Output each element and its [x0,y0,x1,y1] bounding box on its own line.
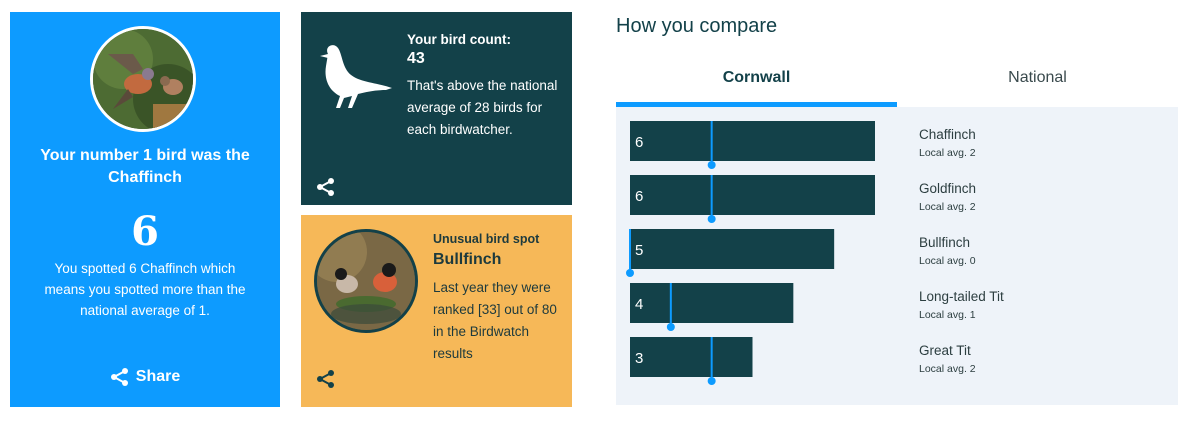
top-bird-description: You spotted 6 Chaffinch which means you … [44,261,246,318]
unusual-bird-description: Last year they were ranked [33] out of 8… [433,280,557,361]
share-icon[interactable] [316,369,336,389]
share-icon[interactable] [316,177,336,197]
bird-name-label: Chaffinch [919,127,976,142]
unusual-bird-name: Bullfinch [433,251,502,268]
top-bird-heading: Your number 1 bird was the Chaffinch [40,147,250,186]
bird-count-description: That's above the national average of 28 … [407,78,558,137]
unusual-bird-title: Unusual bird spot [433,232,540,246]
local-avg-label: Local avg. 2 [919,201,976,213]
bird-name-label: Goldfinch [919,181,977,196]
bird-silhouette-icon [320,45,392,108]
compare-chart-svg: 6 6 5 4 3 [626,121,875,385]
bullfinch-photo [314,229,418,333]
top-bird-count: 6 [131,208,159,255]
bar-value-label: 5 [635,242,643,259]
unusual-bird-card: Unusual bird spot Bullfinch Last year th… [301,215,572,407]
share-icon [110,368,128,386]
bar-chaffinch [630,121,875,161]
compare-chart: 6 6 5 4 3 Chaffinch Local avg. 2 Goldfinch Loca… [616,107,1178,405]
local-avg-marker-dot [707,377,716,385]
bird-count-value: 43 [407,50,425,67]
bar-goldfinch [630,175,875,215]
bird-name-label: Long-tailed Tit [919,289,1004,304]
bar-value-label: 4 [635,296,643,313]
local-avg-label: Local avg. 2 [919,147,976,159]
chaffinch-photo [90,26,196,132]
bar-value-label: 3 [635,350,643,367]
local-avg-marker-dot [707,215,716,223]
bird-name-label: Great Tit [919,343,971,358]
local-avg-label: Local avg. 0 [919,255,976,267]
tab-national[interactable]: National [897,62,1178,108]
top-bird-card: Your number 1 bird was the Chaffinch 6 Y… [10,12,280,407]
bar-bullfinch [630,229,835,269]
bar-value-label: 6 [635,188,643,205]
bar-value-label: 6 [635,134,643,151]
bar-long-tailed-tit [630,283,794,323]
bird-name-label: Bullfinch [919,235,971,250]
share-button[interactable]: Share [10,367,280,387]
local-avg-label: Local avg. 2 [919,363,976,375]
compare-tabs: Cornwall National [616,62,1178,108]
local-avg-marker-dot [666,323,675,331]
local-avg-marker-dot [707,161,716,169]
bar-great-tit [630,337,753,377]
local-avg-label: Local avg. 1 [919,309,976,321]
compare-title: How you compare [616,15,778,37]
bird-count-title: Your bird count: [407,32,511,47]
share-label: Share [135,368,181,385]
local-avg-marker-dot [626,269,634,277]
tab-cornwall[interactable]: Cornwall [616,62,897,108]
bird-count-card: Your bird count: 43 That's above the nat… [301,12,572,205]
